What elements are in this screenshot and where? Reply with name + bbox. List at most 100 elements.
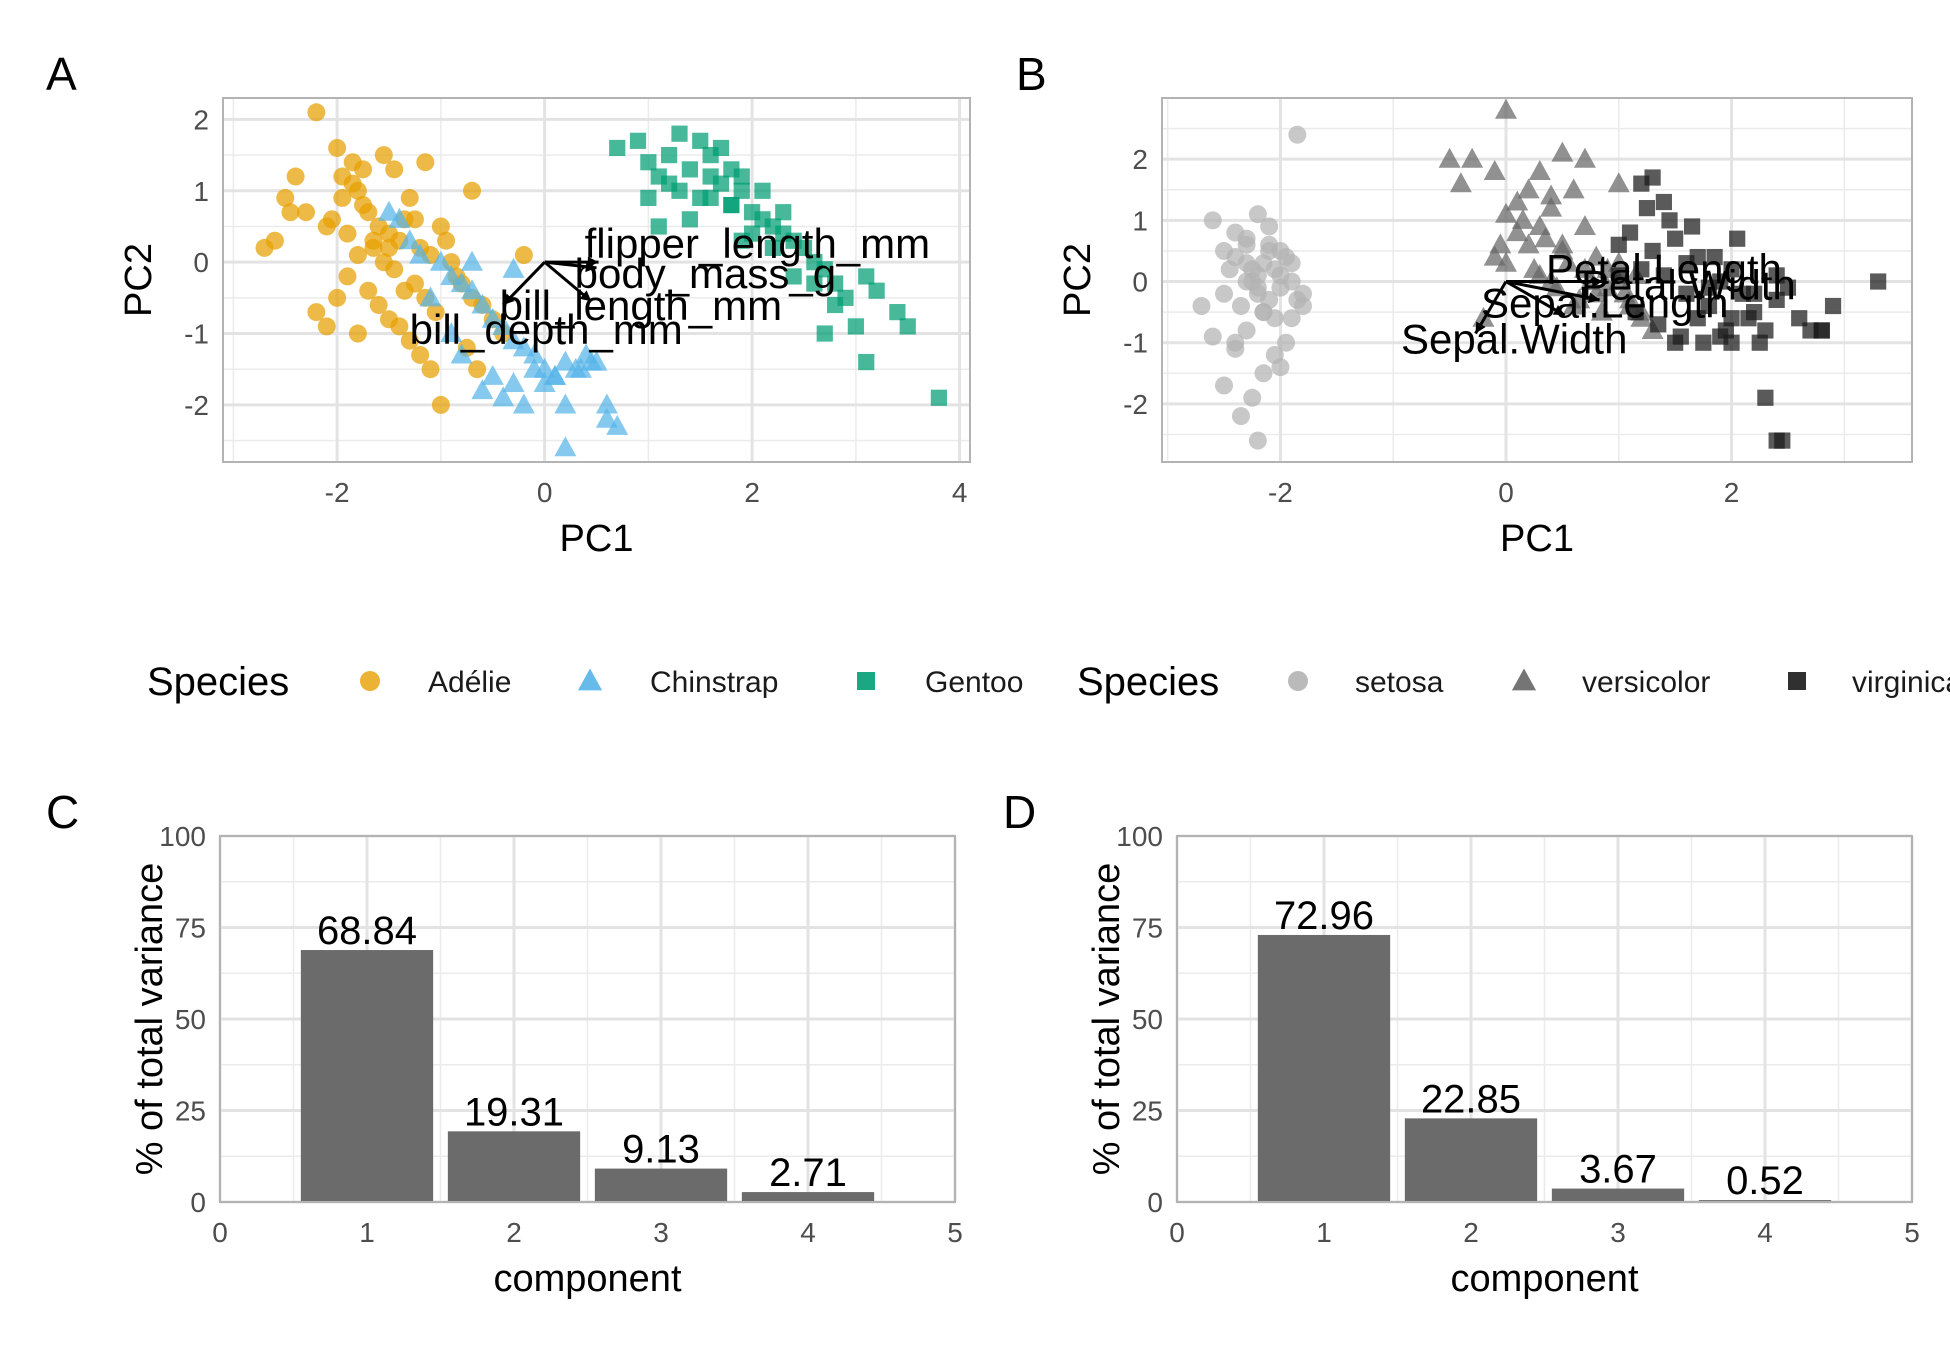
legend-title: Species	[147, 660, 289, 704]
data-point	[606, 414, 629, 435]
loading-label: body_mass_g	[575, 250, 837, 297]
data-point	[1712, 273, 1729, 290]
x-tick-label: 3	[1610, 1217, 1626, 1248]
data-point	[1751, 334, 1768, 351]
data-point	[1271, 241, 1290, 260]
data-point	[671, 182, 688, 199]
data-point	[1528, 264, 1551, 284]
data-point	[416, 153, 435, 172]
data-point	[281, 203, 300, 222]
data-point	[1557, 251, 1580, 272]
y-tick-label: -1	[1123, 328, 1148, 359]
data-point	[1678, 285, 1695, 302]
x-tick-label: 3	[653, 1217, 669, 1248]
data-point	[1562, 178, 1585, 199]
data-point	[1689, 248, 1706, 266]
data-point	[514, 246, 533, 265]
data-point	[1192, 297, 1211, 315]
data-point	[1282, 309, 1301, 328]
bar-value-label: 19.31	[464, 1090, 564, 1134]
x-tick-label: 1	[359, 1217, 375, 1248]
bar	[1257, 934, 1391, 1202]
data-point	[1706, 248, 1723, 266]
x-tick-label: 5	[947, 1217, 963, 1248]
loadings: flipper_length_mmbody_mass_gbill_length_…	[410, 220, 931, 353]
data-point	[1243, 388, 1262, 407]
y-tick-label: -2	[184, 390, 209, 421]
data-point	[775, 204, 792, 221]
bars: 72.96 22.85 3.67 0.52	[1257, 894, 1832, 1203]
series-virginica	[1610, 169, 1887, 449]
bar-value-label: 9.13	[622, 1128, 700, 1172]
data-point	[1517, 178, 1540, 199]
data-point	[930, 389, 947, 406]
y-axis-title: % of total variance	[129, 863, 171, 1176]
data-point	[1506, 221, 1529, 242]
data-point	[868, 282, 885, 299]
data-point	[1695, 334, 1712, 351]
loading-label: bill_length_mm	[500, 282, 782, 329]
data-point	[533, 372, 556, 393]
data-point	[1472, 306, 1495, 327]
data-point	[1483, 245, 1506, 266]
data-point	[307, 303, 326, 322]
legend-label: virginica	[1852, 666, 1950, 699]
bar	[1404, 1118, 1538, 1202]
y-tick-label: 2	[193, 104, 209, 135]
legend-key-triangle	[1511, 668, 1537, 691]
data-point	[1638, 200, 1656, 217]
data-point	[359, 281, 378, 300]
data-point	[1723, 310, 1740, 327]
data-point	[899, 318, 916, 335]
data-point	[1613, 282, 1636, 303]
data-point	[1621, 224, 1639, 241]
data-point	[1254, 303, 1273, 322]
data-point	[338, 267, 357, 286]
data-point	[1506, 190, 1529, 211]
data-point	[661, 146, 678, 164]
data-point	[816, 261, 833, 278]
bar	[300, 950, 434, 1202]
data-point	[492, 386, 515, 407]
loading-arrow	[1505, 280, 1566, 317]
points	[255, 103, 947, 457]
y-tick-label: 50	[1132, 1004, 1163, 1035]
data-point	[276, 188, 295, 207]
x-axis-title: component	[1450, 1258, 1638, 1300]
data-point	[554, 350, 577, 371]
data-point	[317, 317, 336, 336]
data-point	[429, 250, 452, 271]
data-point	[440, 322, 463, 343]
data-point	[1650, 316, 1667, 333]
data-point	[1757, 322, 1774, 339]
data-point	[1248, 205, 1267, 224]
data-point	[388, 207, 411, 228]
data-point	[307, 103, 326, 122]
data-point	[395, 281, 414, 300]
legend-title: Species	[1077, 660, 1219, 704]
data-point	[385, 260, 404, 279]
y-tick-label: 0	[190, 1187, 206, 1218]
data-point	[1248, 431, 1267, 450]
data-point	[1644, 169, 1661, 186]
data-point	[481, 307, 504, 328]
data-point	[348, 324, 367, 343]
loading-arrowhead	[1475, 321, 1486, 334]
legend-item: setosa	[1288, 666, 1444, 699]
y-tick-label: 2	[1132, 144, 1148, 175]
data-point	[1438, 147, 1461, 168]
data-point	[1573, 215, 1596, 236]
data-point	[1237, 272, 1256, 291]
x-axis-title: PC1	[560, 518, 634, 560]
loading-arrowhead	[1588, 292, 1600, 304]
data-point	[1757, 389, 1774, 406]
bar	[594, 1168, 728, 1202]
points	[1192, 98, 1887, 450]
data-point	[374, 146, 393, 165]
data-point	[733, 232, 750, 249]
series-gentoo	[609, 125, 947, 406]
data-point	[1203, 327, 1222, 346]
data-point	[286, 167, 305, 186]
x-axis-title: PC1	[1500, 518, 1574, 560]
data-point	[1461, 147, 1484, 168]
